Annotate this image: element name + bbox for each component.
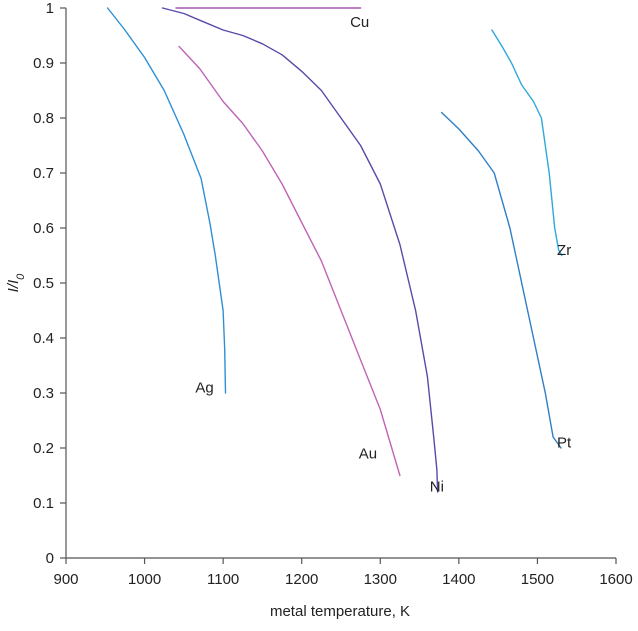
x-tick-label: 1100 bbox=[207, 571, 239, 588]
y-tick-label: 1 bbox=[46, 0, 54, 17]
x-tick-label: 1300 bbox=[364, 571, 397, 588]
y-tick-label: 0.6 bbox=[33, 220, 54, 237]
x-axis-ticks: 900 1000 1100 1200 1300 1400 1500 1600 bbox=[53, 558, 633, 588]
x-tick-label: 1500 bbox=[521, 571, 554, 588]
y-tick-label: 0.9 bbox=[33, 55, 54, 72]
series-line-au bbox=[178, 45, 401, 477]
y-axis-title-main: I/I bbox=[5, 280, 22, 293]
x-tick-label: 1600 bbox=[599, 571, 632, 588]
x-tick-label: 900 bbox=[53, 571, 78, 588]
series-label-pt: Pt bbox=[557, 435, 572, 452]
x-axis-title: metal temperature, K bbox=[270, 603, 410, 620]
y-tick-label: 0.5 bbox=[33, 275, 54, 292]
series-label-zr: Zr bbox=[557, 242, 571, 259]
series-line-ag bbox=[106, 7, 227, 394]
y-tick-label: 0.2 bbox=[33, 440, 54, 457]
x-tick-label: 1200 bbox=[285, 571, 318, 588]
series-label-cu: Cu bbox=[350, 14, 369, 31]
y-tick-label: 0.3 bbox=[33, 385, 54, 402]
y-axis-title: I/I0 bbox=[5, 273, 27, 293]
y-axis-ticks: 0 0.1 0.2 0.3 0.4 0.5 0.6 0.7 0.8 0.9 1 bbox=[33, 0, 66, 567]
series-line-ni bbox=[161, 7, 439, 493]
series-label-ag: Ag bbox=[195, 380, 213, 397]
y-axis-title-subscript: 0 bbox=[15, 273, 27, 280]
axes bbox=[65, 8, 616, 559]
series-line-pt bbox=[440, 111, 562, 449]
x-tick-label: 1000 bbox=[128, 571, 161, 588]
y-tick-label: 0 bbox=[46, 550, 54, 567]
y-tick-label: 0.1 bbox=[33, 495, 54, 512]
series-label-au: Au bbox=[359, 446, 377, 463]
series-lines bbox=[106, 7, 563, 493]
y-tick-label: 0.8 bbox=[33, 110, 54, 127]
series-labels: Ag Cu Au Ni Pt Zr bbox=[195, 14, 572, 496]
x-tick-label: 1400 bbox=[442, 571, 475, 588]
series-line-zr bbox=[491, 29, 563, 257]
y-tick-label: 0.4 bbox=[33, 330, 54, 347]
series-label-ni: Ni bbox=[430, 479, 444, 496]
y-tick-label: 0.7 bbox=[33, 165, 54, 182]
